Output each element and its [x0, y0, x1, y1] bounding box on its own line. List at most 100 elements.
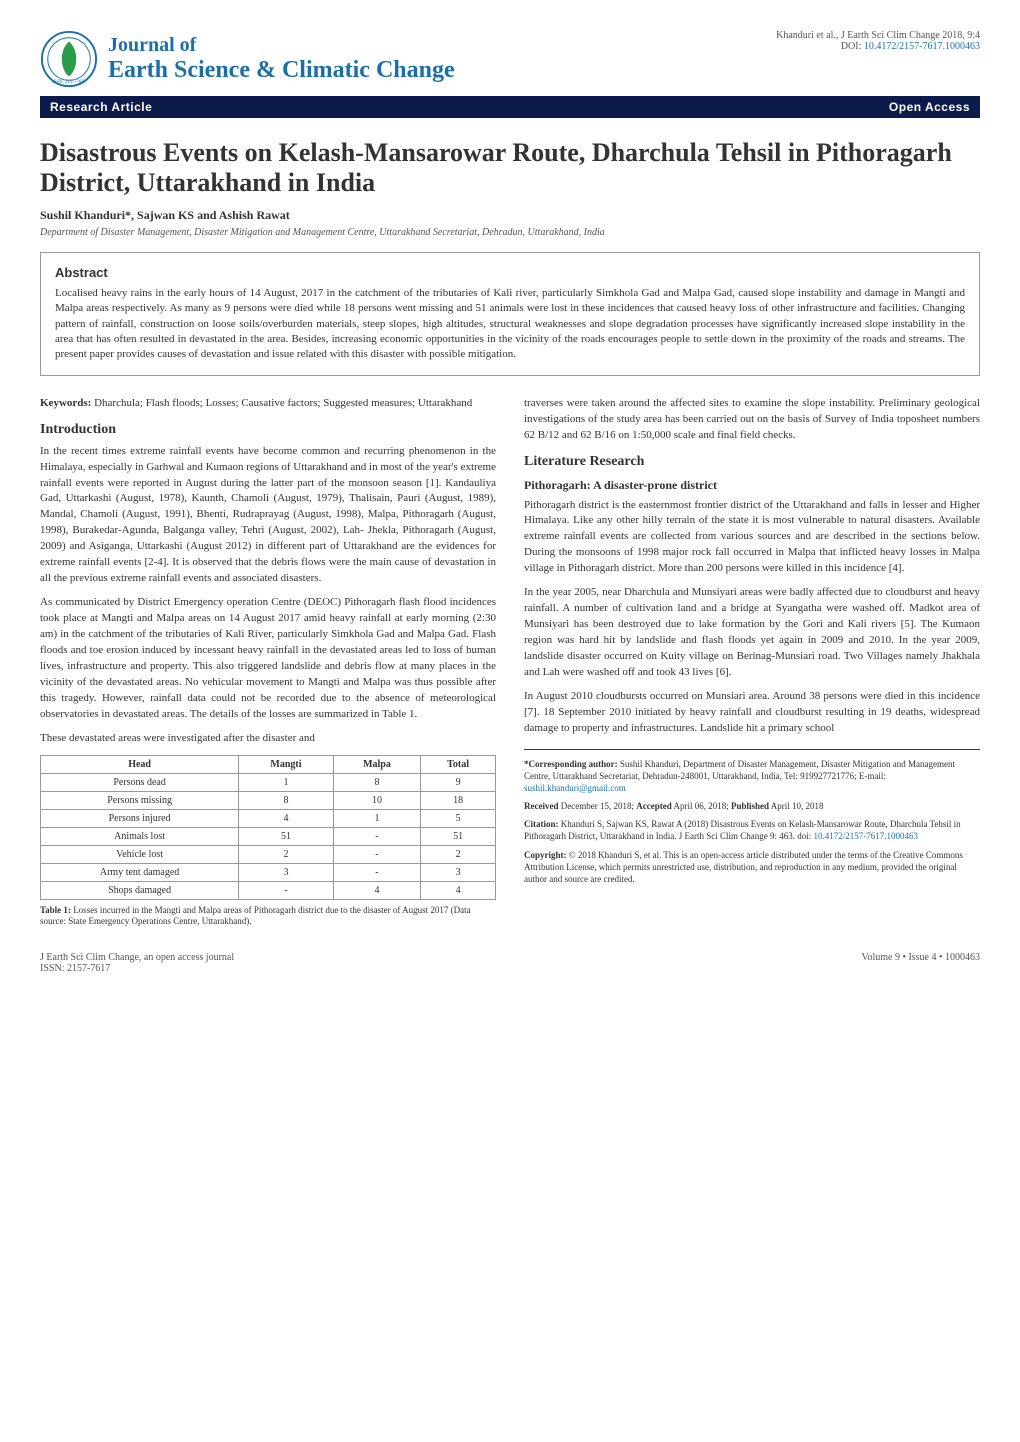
doi-line: DOI: 10.4172/2157-7617.1000463	[776, 41, 980, 52]
corr-label: *Corresponding author:	[524, 759, 618, 769]
table-cell: -	[239, 881, 334, 899]
table-cell: -	[333, 827, 420, 845]
table-cell: 51	[421, 827, 496, 845]
introduction-heading: Introduction	[40, 422, 496, 438]
table-row: Army tent damaged3-3	[41, 863, 496, 881]
lit-p3: In August 2010 cloudbursts occurred on M…	[524, 689, 980, 737]
article-title: Disastrous Events on Kelash-Mansarowar R…	[40, 138, 980, 198]
literature-heading: Literature Research	[524, 454, 980, 470]
accepted-date: April 06, 2018;	[672, 801, 731, 811]
received-date: December 15, 2018;	[558, 801, 636, 811]
table-cell: 9	[421, 773, 496, 791]
doi-link[interactable]: 10.4172/2157-7617.1000463	[864, 41, 980, 52]
left-column: Keywords: Dharchula; Flash floods; Losse…	[40, 396, 496, 928]
abstract-text: Localised heavy rains in the early hours…	[55, 286, 965, 363]
table-cell: Vehicle lost	[41, 845, 239, 863]
published-label: Published	[731, 801, 769, 811]
table-col-head: Mangti	[239, 755, 334, 773]
accepted-label: Accepted	[636, 801, 672, 811]
table-caption-text: Losses incurred in the Mangti and Malpa …	[40, 905, 471, 927]
received-label: Received	[524, 801, 558, 811]
lit-p1: Pithoragarh district is the easternmost …	[524, 498, 980, 578]
table-cell: 10	[333, 791, 420, 809]
corr-email[interactable]: sushil.khanduri@gmail.com	[524, 783, 626, 793]
journal-name: Earth Science & Climatic Change	[108, 57, 455, 84]
keywords-label: Keywords:	[40, 397, 91, 409]
svg-text:ISSN: 2157-7617: ISSN: 2157-7617	[52, 80, 87, 85]
footer-left: J Earth Sci Clim Change, an open access …	[40, 952, 234, 974]
table-cell: 3	[239, 863, 334, 881]
affiliation: Department of Disaster Management, Disas…	[40, 227, 980, 238]
table-cell: 4	[239, 809, 334, 827]
table-cell: 1	[333, 809, 420, 827]
citation-doi[interactable]: 10.4172/2157-7617.1000463	[813, 831, 918, 841]
header: ISSN: 2157-7617 Journal of Earth Science…	[40, 30, 980, 88]
header-meta: Khanduri et al., J Earth Sci Clim Change…	[776, 30, 980, 52]
citation-short: Khanduri et al., J Earth Sci Clim Change…	[776, 30, 980, 41]
body-columns: Keywords: Dharchula; Flash floods; Losse…	[40, 396, 980, 928]
table-cell: Persons dead	[41, 773, 239, 791]
table-1: Head Mangti Malpa Total Persons dead189P…	[40, 755, 496, 900]
table-row: Persons dead189	[41, 773, 496, 791]
table-cell: 3	[421, 863, 496, 881]
table-cell: 5	[421, 809, 496, 827]
table-cell: 2	[421, 845, 496, 863]
table-cell: 18	[421, 791, 496, 809]
dates-line: Received December 15, 2018; Accepted Apr…	[524, 800, 980, 812]
published-date: April 10, 2018	[769, 801, 824, 811]
copyright-label: Copyright:	[524, 850, 567, 860]
lit-p2: In the year 2005, near Dharchula and Mun…	[524, 585, 980, 681]
table-row: Persons missing81018	[41, 791, 496, 809]
table-cell: 4	[421, 881, 496, 899]
right-column: traverses were taken around the affected…	[524, 396, 980, 928]
intro-cont: traverses were taken around the affected…	[524, 396, 980, 444]
table-1-caption: Table 1: Losses incurred in the Mangti a…	[40, 905, 496, 928]
table-cell: 1	[239, 773, 334, 791]
journal-logo-icon: ISSN: 2157-7617	[40, 30, 98, 88]
table-row: Vehicle lost2-2	[41, 845, 496, 863]
table-cell: 4	[333, 881, 420, 899]
abstract-heading: Abstract	[55, 265, 965, 280]
doi-label: DOI:	[841, 41, 864, 52]
table-cell: -	[333, 863, 420, 881]
abstract-box: Abstract Localised heavy rains in the ea…	[40, 252, 980, 376]
table-cell: 8	[239, 791, 334, 809]
intro-p3: These devastated areas were investigated…	[40, 731, 496, 747]
citation-block: Citation: Khanduri S, Sajwan KS, Rawat A…	[524, 818, 980, 842]
keywords-line: Keywords: Dharchula; Flash floods; Losse…	[40, 396, 496, 412]
table-col-head: Total	[421, 755, 496, 773]
table-col-head: Head	[41, 755, 239, 773]
copyright-text: © 2018 Khanduri S, et al. This is an ope…	[524, 850, 963, 884]
authors: Sushil Khanduri*, Sajwan KS and Ashish R…	[40, 208, 980, 223]
literature-subheading: Pithoragarh: A disaster-prone district	[524, 478, 980, 493]
table-cell: Animals lost	[41, 827, 239, 845]
footer-journal: J Earth Sci Clim Change, an open access …	[40, 952, 234, 963]
table-cell: Persons injured	[41, 809, 239, 827]
copyright-block: Copyright: © 2018 Khanduri S, et al. Thi…	[524, 849, 980, 885]
table-col-head: Malpa	[333, 755, 420, 773]
journal-of-label: Journal of	[108, 34, 455, 57]
table-header-row: Head Mangti Malpa Total	[41, 755, 496, 773]
corresponding-author: *Corresponding author: Sushil Khanduri, …	[524, 758, 980, 794]
open-access-label: Open Access	[889, 100, 970, 114]
table-caption-label: Table 1:	[40, 905, 71, 915]
table-row: Shops damaged-44	[41, 881, 496, 899]
divider	[524, 749, 980, 750]
article-type-label: Research Article	[50, 100, 152, 114]
citation-label: Citation:	[524, 819, 559, 829]
table-row: Persons injured415	[41, 809, 496, 827]
intro-p2: As communicated by District Emergency op…	[40, 595, 496, 723]
table-cell: 2	[239, 845, 334, 863]
table-cell: Persons missing	[41, 791, 239, 809]
table-cell: Army tent damaged	[41, 863, 239, 881]
footer-issn: ISSN: 2157-7617	[40, 963, 234, 974]
table-cell: 8	[333, 773, 420, 791]
journal-title-block: Journal of Earth Science & Climatic Chan…	[108, 34, 455, 84]
intro-p1: In the recent times extreme rainfall eve…	[40, 444, 496, 587]
table-cell: 51	[239, 827, 334, 845]
type-bar: Research Article Open Access	[40, 96, 980, 118]
table-row: Animals lost51-51	[41, 827, 496, 845]
page-footer: J Earth Sci Clim Change, an open access …	[40, 952, 980, 974]
keywords-text: Dharchula; Flash floods; Losses; Causati…	[91, 397, 472, 409]
footer-right: Volume 9 • Issue 4 • 1000463	[862, 952, 980, 974]
